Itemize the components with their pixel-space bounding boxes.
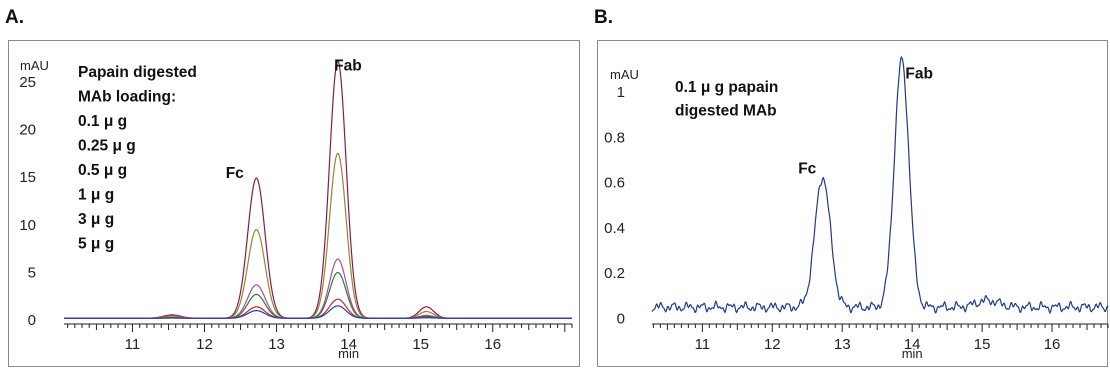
x-tick-label: 15	[974, 336, 991, 353]
x-tick-label: 16	[484, 336, 501, 353]
x-tick-label: 15	[412, 336, 429, 353]
panel-b-plot: 0 0.2 0.4 0.6 0.8 1 mAU 11 12 13 14 15 16 min 0.1 μ g …	[604, 55, 1109, 361]
panel-a-frame	[8, 40, 580, 367]
peak-label-fc: Fc	[226, 165, 244, 182]
legend-line: 0.5 μ g	[78, 162, 127, 179]
y-tick-label: 0	[617, 310, 625, 327]
x-tick-label: 13	[268, 336, 285, 353]
y-tick-label: 25	[19, 74, 36, 91]
y-tick-label: 0.8	[604, 129, 625, 146]
y-tick-label: 0.6	[604, 175, 625, 192]
x-axis-label: min	[902, 346, 923, 361]
legend-line: digested MAb	[675, 103, 777, 120]
panel-a-letter: A.	[5, 7, 24, 28]
legend-line: 1 μ g	[78, 187, 114, 204]
y-tick-label: 1	[617, 84, 625, 101]
legend-line: 5 μ g	[78, 236, 114, 253]
x-tick-label: 12	[196, 336, 213, 353]
y-tick-label: 20	[19, 121, 36, 138]
panel-b-letter: B.	[594, 7, 613, 28]
y-tick-label: 0.2	[604, 265, 625, 282]
y-tick-label: 5	[28, 264, 36, 281]
legend-line: 0.25 μ g	[78, 138, 136, 155]
x-tick-label: 11	[695, 336, 711, 353]
series-line-6	[64, 305, 572, 319]
panel-b-frame	[597, 40, 1108, 367]
y-tick-label: 15	[19, 169, 36, 186]
legend-line: 3 μ g	[78, 211, 114, 228]
x-tick-label: 13	[834, 336, 851, 353]
legend-line: 0.1 μ g papain	[675, 79, 778, 96]
y-tick-label: 0.4	[604, 220, 625, 237]
peak-label-fab: Fab	[905, 65, 933, 82]
x-tick-label: 14	[340, 336, 357, 353]
x-axis-label: min	[338, 346, 359, 361]
series-line-2	[64, 152, 572, 319]
x-tick-label: 16	[1044, 336, 1061, 353]
x-tick-label: 11	[125, 336, 141, 353]
peak-label-fc: Fc	[798, 161, 816, 178]
y-tick-label: 10	[19, 217, 36, 234]
peak-label-fab: Fab	[334, 57, 362, 74]
y-tick-label: 0	[28, 312, 36, 329]
x-tick-label: 12	[764, 336, 781, 353]
series-line-4	[64, 271, 572, 319]
legend-line: Papain digested	[78, 64, 197, 81]
y-axis-unit: mAU	[610, 67, 639, 82]
legend-line: MAb loading:	[78, 89, 176, 106]
y-axis-unit: mAU	[20, 58, 49, 73]
legend-line: 0.1 μ g	[78, 113, 127, 130]
x-tick-label: 14	[904, 336, 921, 353]
series-line-1	[651, 55, 1109, 315]
